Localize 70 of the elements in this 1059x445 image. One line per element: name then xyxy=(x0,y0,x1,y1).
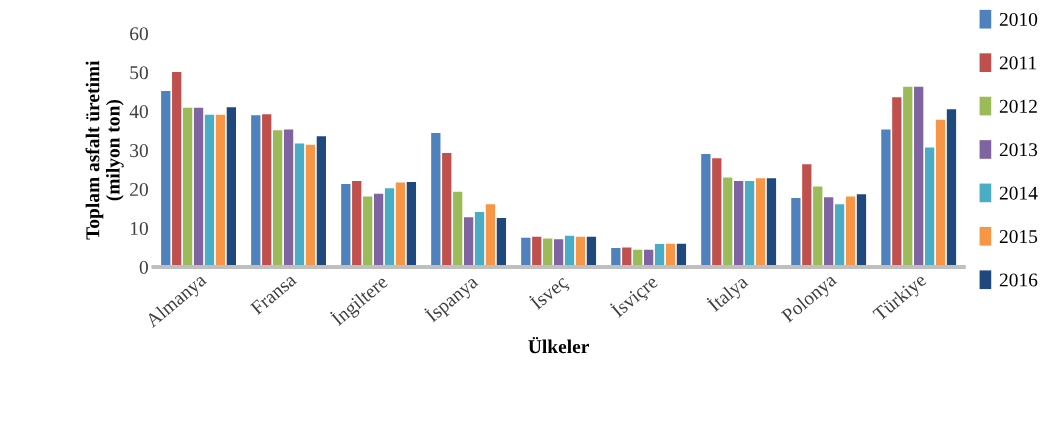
legend-label: 2011 xyxy=(999,56,1037,70)
bar xyxy=(215,114,226,267)
bar xyxy=(273,130,283,267)
legend-label: 2015 xyxy=(999,230,1038,244)
y-tick-label: 30 xyxy=(130,144,148,158)
bar xyxy=(283,129,294,267)
bar xyxy=(474,212,485,267)
bar xyxy=(935,119,946,267)
bar xyxy=(485,204,496,267)
y-tick-label: 10 xyxy=(130,221,148,235)
bar xyxy=(553,239,564,267)
bar xyxy=(744,180,755,267)
x-tick-label: İsveç xyxy=(527,272,572,314)
y-tick-label: 0 xyxy=(139,260,148,274)
bar xyxy=(521,237,531,267)
bar xyxy=(914,86,924,267)
bar xyxy=(395,182,406,267)
bar xyxy=(712,158,722,267)
bar xyxy=(182,107,193,267)
legend-label: 2010 xyxy=(999,12,1038,27)
bar xyxy=(341,184,351,267)
bar xyxy=(384,188,395,267)
bar xyxy=(701,154,711,267)
bar xyxy=(463,217,474,267)
y-tick-label: 20 xyxy=(130,182,148,197)
bar xyxy=(946,109,957,267)
y-tick-label: 40 xyxy=(129,105,148,119)
bar xyxy=(824,197,834,267)
x-tick-label: İtalya xyxy=(705,272,752,316)
y-tick-label: 50 xyxy=(130,66,148,80)
bar xyxy=(766,178,777,267)
bar xyxy=(723,177,733,267)
x-axis-title: Ülkeler xyxy=(528,336,589,354)
bar xyxy=(305,144,316,267)
bar xyxy=(813,186,823,267)
bar xyxy=(453,191,463,267)
bar xyxy=(791,198,801,267)
bar xyxy=(881,129,891,267)
bar xyxy=(431,133,441,267)
legend-label: 2013 xyxy=(999,143,1038,157)
bar xyxy=(442,152,452,267)
bar xyxy=(564,235,575,267)
bar xyxy=(373,193,384,267)
bar xyxy=(834,204,845,267)
bar xyxy=(251,115,261,267)
bar xyxy=(294,143,305,267)
bar xyxy=(193,107,204,267)
bar xyxy=(316,136,327,267)
bar xyxy=(892,97,902,267)
bar xyxy=(406,182,417,267)
y-tick-label: 60 xyxy=(130,27,148,41)
bar xyxy=(352,180,362,267)
bar xyxy=(755,178,766,267)
legend-label: 2016 xyxy=(999,273,1038,287)
bar xyxy=(903,86,913,267)
bar xyxy=(204,114,215,267)
bar xyxy=(924,147,935,267)
bar xyxy=(845,196,856,267)
bar xyxy=(496,217,507,267)
bar xyxy=(226,107,236,267)
bar xyxy=(161,91,171,267)
legend-label: 2014 xyxy=(999,186,1038,200)
bar xyxy=(363,196,373,267)
bar xyxy=(262,114,272,267)
bar xyxy=(172,71,182,267)
bar xyxy=(734,180,744,267)
bar xyxy=(802,164,812,267)
bar xyxy=(856,194,867,267)
y-axis-title: Toplam asfalt üretimi (milyon ton) xyxy=(85,60,124,240)
legend-label: 2012 xyxy=(999,99,1037,113)
